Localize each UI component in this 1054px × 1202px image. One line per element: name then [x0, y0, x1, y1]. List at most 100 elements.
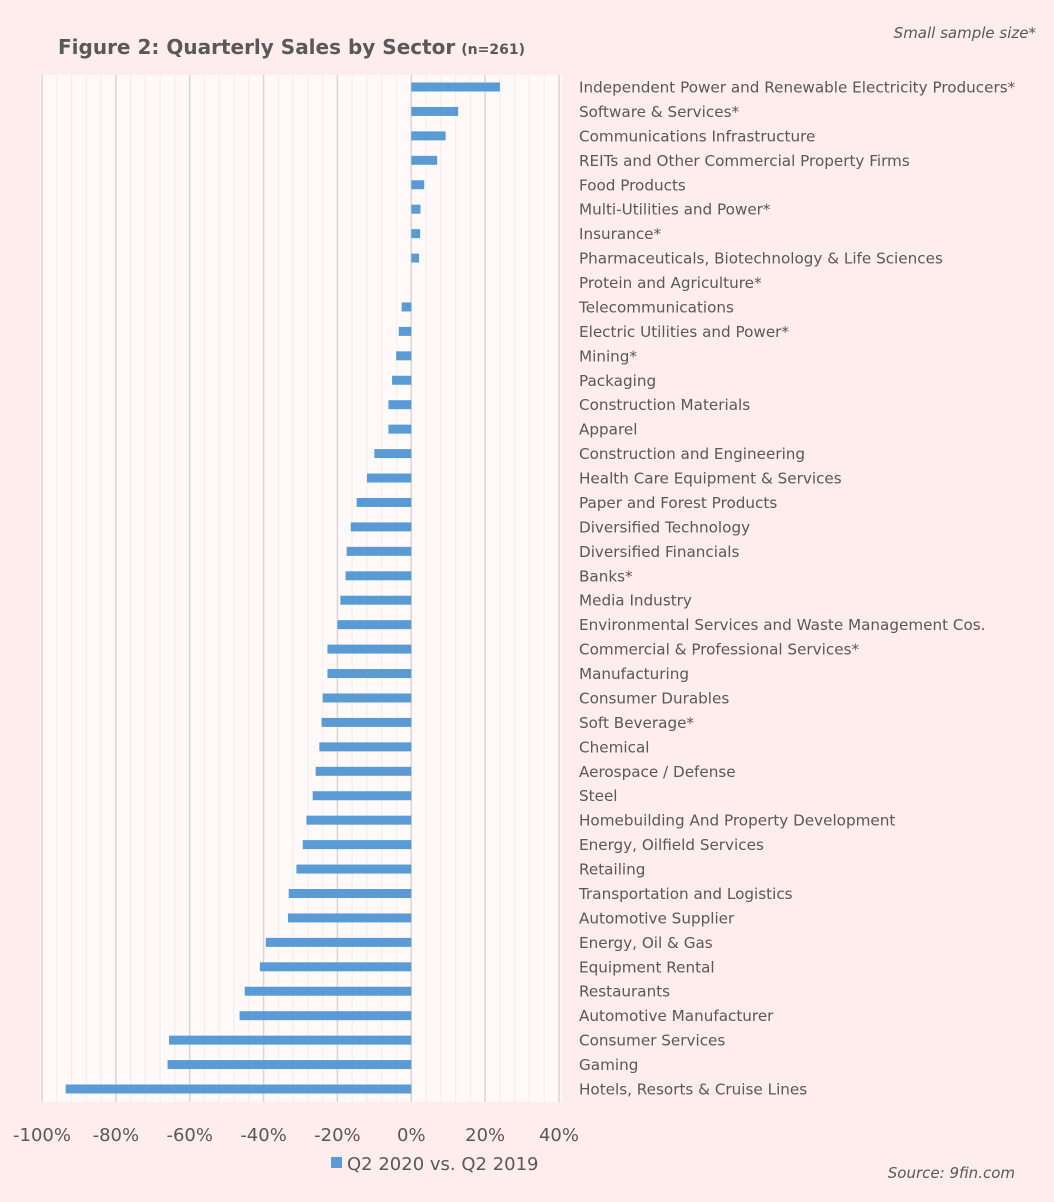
bar [411, 155, 438, 165]
category-label: Diversified Financials [579, 543, 740, 561]
bar [244, 986, 412, 996]
bar [312, 791, 412, 801]
category-label: Energy, Oil & Gas [579, 934, 713, 952]
x-tick-label: -40% [240, 1125, 287, 1146]
bar [356, 497, 412, 507]
bar [345, 571, 412, 581]
bar [322, 693, 412, 703]
x-tick-label: -60% [166, 1125, 213, 1146]
x-tick-label: 40% [539, 1125, 579, 1146]
bar [259, 962, 412, 972]
category-label: Automotive Manufacturer [579, 1007, 774, 1025]
category-label: Homebuilding And Property Development [579, 812, 895, 830]
category-label: Software & Services* [579, 103, 739, 121]
category-label: Pharmaceuticals, Biotechnology & Life Sc… [579, 250, 943, 268]
bar [411, 106, 459, 116]
x-axis-tick-labels: -100% -80% -60% -40% -20% 0% 20% 40% [13, 1125, 579, 1146]
bar [346, 546, 412, 556]
bars [65, 82, 500, 1094]
bar [411, 253, 420, 263]
bar [265, 937, 412, 947]
bar [65, 1084, 412, 1094]
bar [411, 82, 500, 92]
bar [388, 400, 412, 410]
category-label: Health Care Equipment & Services [579, 470, 842, 488]
bar [411, 131, 446, 141]
small-sample-note: Small sample size* [894, 24, 1037, 42]
bar [411, 180, 425, 190]
category-label: Manufacturing [579, 665, 689, 683]
category-label: Construction and Engineering [579, 445, 805, 463]
category-label: Telecommunications [578, 298, 734, 316]
category-label: Apparel [579, 421, 637, 439]
category-label: Soft Beverage* [579, 714, 694, 732]
category-label: Consumer Services [579, 1032, 725, 1050]
bar [340, 595, 412, 605]
bar [392, 375, 412, 385]
category-label: Energy, Oilfield Services [579, 836, 764, 854]
category-label: Steel [579, 787, 618, 805]
category-label: Multi-Utilities and Power* [579, 201, 771, 219]
category-label: Transportation and Logistics [578, 885, 793, 903]
bar [287, 913, 412, 923]
category-label: Construction Materials [579, 396, 750, 414]
bar [411, 204, 421, 214]
category-label: Media Industry [579, 592, 692, 610]
category-label: Equipment Rental [579, 958, 715, 976]
category-label: Mining* [579, 347, 637, 365]
bar [288, 888, 412, 898]
x-tick-label: -80% [93, 1125, 140, 1146]
bar [396, 351, 412, 361]
category-label: Diversified Technology [579, 518, 750, 536]
bar [337, 620, 412, 630]
category-label: Banks* [579, 567, 633, 585]
x-tick-label: 0% [397, 1125, 426, 1146]
bar [388, 424, 412, 434]
category-label: Insurance* [579, 225, 662, 243]
category-label: Electric Utilities and Power* [579, 323, 789, 341]
bar [327, 644, 412, 654]
bar [239, 1011, 412, 1021]
legend: Q2 2020 vs. Q2 2019 [331, 1154, 539, 1175]
bar [401, 302, 412, 312]
chart-title: Figure 2: Quarterly Sales by Sector [58, 35, 455, 59]
category-label: Chemical [579, 738, 649, 756]
bar [296, 864, 412, 874]
bar [411, 229, 421, 239]
category-label: Packaging [579, 372, 656, 390]
category-label: Environmental Services and Waste Managem… [579, 616, 986, 634]
category-label: Retailing [579, 861, 645, 879]
plot-area [40, 75, 562, 1102]
bar [319, 742, 412, 752]
chart-subtitle: (n=261) [461, 42, 525, 58]
bar [374, 449, 412, 459]
legend-label: Q2 2020 vs. Q2 2019 [347, 1154, 539, 1175]
category-label: Hotels, Resorts & Cruise Lines [579, 1081, 807, 1099]
bar [327, 669, 412, 679]
source-note: Source: 9fin.com [888, 1164, 1015, 1182]
category-label: Consumer Durables [579, 689, 729, 707]
category-label: Food Products [579, 176, 686, 194]
legend-swatch [331, 1157, 342, 1168]
category-label: Restaurants [579, 983, 670, 1001]
bar [350, 522, 412, 532]
category-label: Communications Infrastructure [579, 127, 815, 145]
bar [167, 1060, 412, 1070]
category-labels: Independent Power and Renewable Electric… [578, 79, 1016, 1099]
category-label: Aerospace / Defense [579, 763, 736, 781]
category-label: Commercial & Professional Services* [579, 641, 859, 659]
bar [302, 840, 412, 850]
category-label: Gaming [579, 1056, 638, 1074]
bar [169, 1035, 412, 1045]
category-label: Automotive Supplier [579, 909, 735, 927]
gridlines [41, 75, 560, 1102]
bar [398, 326, 412, 336]
category-label: REITs and Other Commercial Property Firm… [579, 152, 910, 170]
x-tick-label: -100% [13, 1125, 71, 1146]
bar [306, 815, 412, 825]
x-tick-label: 20% [465, 1125, 505, 1146]
category-label: Protein and Agriculture* [579, 274, 762, 292]
bar [321, 717, 412, 727]
bar [366, 473, 412, 483]
